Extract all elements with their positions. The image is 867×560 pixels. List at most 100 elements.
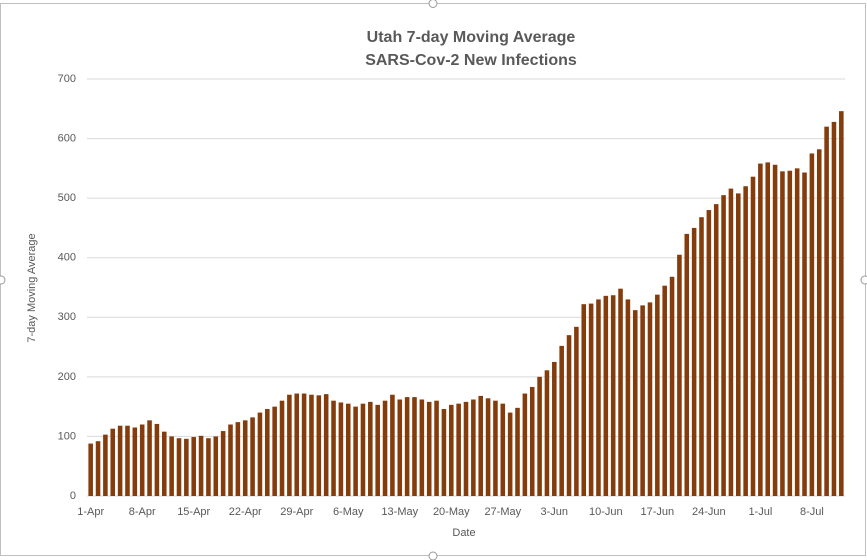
bar (331, 400, 336, 496)
bar (191, 437, 196, 496)
bar (610, 295, 616, 496)
y-tick-label: 500 (58, 192, 76, 204)
x-tick-label: 10-Jun (589, 506, 623, 518)
y-tick-label: 300 (58, 311, 76, 323)
bar (831, 121, 837, 497)
bar (272, 406, 277, 496)
bar (154, 423, 160, 496)
bar (397, 399, 403, 496)
bar (772, 164, 778, 497)
bar (301, 393, 307, 496)
bar (390, 394, 395, 496)
bar (265, 409, 270, 496)
bar (537, 376, 542, 496)
bar (198, 435, 204, 496)
y-tick-label: 0 (70, 490, 76, 502)
bar (522, 393, 528, 496)
bar (169, 436, 174, 496)
bar (125, 425, 130, 496)
chart-subtitle: SARS-Cov-2 New Infections (365, 52, 577, 69)
y-tick-label: 400 (58, 252, 76, 264)
x-tick-label: 13-May (381, 506, 418, 518)
bar (471, 399, 476, 496)
bar (161, 431, 167, 496)
bar (809, 153, 815, 496)
bar (228, 424, 233, 496)
x-tick-label: 1-Jul (748, 506, 772, 518)
bar (338, 402, 344, 496)
bar (574, 326, 579, 496)
bar (478, 395, 483, 496)
bar (95, 441, 101, 496)
x-tick-label: 20-May (433, 506, 470, 518)
bar (463, 401, 469, 496)
bar (287, 394, 292, 496)
bar (647, 302, 653, 496)
bar (581, 304, 587, 496)
bar (220, 431, 226, 496)
bar (360, 403, 366, 496)
x-tick-label: 6-May (333, 506, 364, 518)
bar (176, 438, 182, 496)
y-tick-label: 100 (58, 430, 76, 442)
bar (728, 188, 734, 496)
bar (147, 420, 152, 496)
bar (345, 403, 351, 496)
chart-border (0, 3, 866, 556)
y-tick-label: 600 (58, 132, 76, 144)
x-tick-label: 3-Jun (541, 506, 569, 518)
bar (139, 424, 145, 496)
bar (434, 400, 439, 496)
bar (736, 193, 741, 496)
bar (456, 403, 461, 496)
bar (684, 233, 690, 496)
bar (758, 163, 763, 496)
bar (404, 397, 410, 496)
bar (213, 436, 219, 496)
bar (603, 295, 609, 496)
bar (507, 412, 513, 496)
bar (640, 305, 645, 496)
bar (632, 310, 638, 496)
bar (544, 370, 550, 496)
bar (206, 438, 211, 496)
bar (706, 210, 712, 497)
bar (618, 288, 623, 496)
bar (88, 443, 93, 496)
bar (839, 111, 844, 496)
bar (242, 420, 248, 496)
x-tick-label: 24-Jun (692, 506, 726, 518)
bar (449, 404, 454, 496)
bar (816, 149, 822, 496)
bar (552, 361, 557, 496)
x-tick-label: 15-Apr (177, 506, 210, 518)
y-tick-label: 200 (58, 371, 76, 383)
bar (794, 168, 800, 496)
bar (368, 401, 373, 496)
bar (713, 204, 719, 496)
bar (375, 404, 380, 496)
bar (257, 412, 263, 496)
x-tick-label: 22-Apr (229, 506, 262, 518)
bar (117, 425, 123, 496)
bar (323, 394, 329, 496)
bar (485, 398, 491, 496)
bar (500, 403, 506, 496)
x-tick-label: 17-Jun (641, 506, 675, 518)
bar (309, 394, 314, 496)
x-tick-label: 29-Apr (280, 506, 313, 518)
bar (699, 217, 704, 496)
bar (802, 172, 807, 496)
bar (780, 171, 785, 497)
x-axis-title: Date (452, 527, 475, 539)
bar (441, 409, 447, 496)
bar (743, 186, 748, 496)
y-axis-title: 7-day Moving Average (26, 233, 38, 342)
bar (294, 393, 300, 496)
bar (419, 399, 425, 496)
bar (662, 285, 667, 496)
bar (559, 345, 564, 496)
bar (669, 276, 675, 496)
